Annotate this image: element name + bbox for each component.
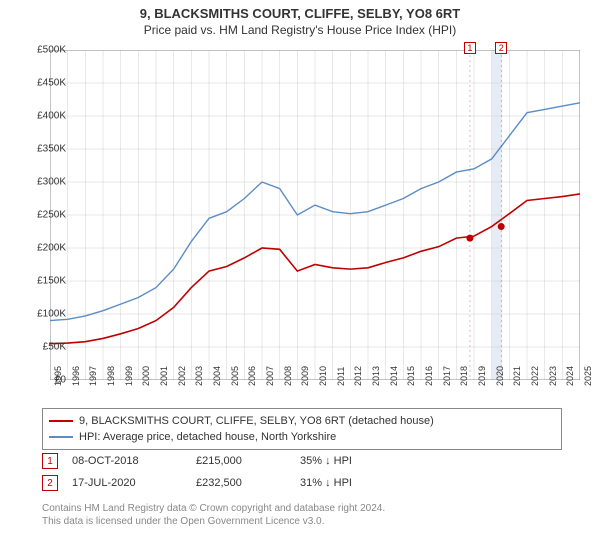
- xtick-label: 2024: [565, 366, 575, 386]
- xtick-label: 2009: [300, 366, 310, 386]
- chart-area: [50, 50, 580, 380]
- xtick-label: 2010: [318, 366, 328, 386]
- sale-rows: 1 08-OCT-2018 £215,000 35% ↓ HPI 2 17-JU…: [42, 450, 562, 494]
- xtick-label: 1997: [88, 366, 98, 386]
- chart-marker-2: 2: [495, 42, 507, 54]
- sale-date: 08-OCT-2018: [72, 455, 182, 467]
- sale-row-2: 2 17-JUL-2020 £232,500 31% ↓ HPI: [42, 472, 562, 494]
- xtick-label: 2016: [424, 366, 434, 386]
- xtick-label: 1995: [53, 366, 63, 386]
- sale-price: £215,000: [196, 455, 286, 467]
- xtick-label: 2001: [159, 366, 169, 386]
- xtick-label: 2023: [548, 366, 558, 386]
- sale-price: £232,500: [196, 477, 286, 489]
- xtick-label: 2014: [389, 366, 399, 386]
- xtick-label: 1996: [71, 366, 81, 386]
- sale-row-1: 1 08-OCT-2018 £215,000 35% ↓ HPI: [42, 450, 562, 472]
- xtick-label: 1999: [124, 366, 134, 386]
- xtick-label: 2019: [477, 366, 487, 386]
- legend-label: 9, BLACKSMITHS COURT, CLIFFE, SELBY, YO8…: [79, 415, 434, 427]
- ytick-label: £450K: [37, 78, 66, 89]
- xtick-label: 2008: [283, 366, 293, 386]
- ytick-label: £400K: [37, 111, 66, 122]
- title-block: 9, BLACKSMITHS COURT, CLIFFE, SELBY, YO8…: [0, 0, 600, 37]
- xtick-label: 2006: [247, 366, 257, 386]
- chart-container: 9, BLACKSMITHS COURT, CLIFFE, SELBY, YO8…: [0, 0, 600, 560]
- xtick-label: 2007: [265, 366, 275, 386]
- xtick-label: 2003: [194, 366, 204, 386]
- sale-date: 17-JUL-2020: [72, 477, 182, 489]
- ytick-label: £100K: [37, 309, 66, 320]
- xtick-label: 2000: [141, 366, 151, 386]
- ytick-label: £250K: [37, 210, 66, 221]
- legend-swatch: [49, 420, 73, 422]
- legend-label: HPI: Average price, detached house, Nort…: [79, 431, 336, 443]
- ytick-label: £50K: [43, 342, 66, 353]
- ytick-label: £150K: [37, 276, 66, 287]
- chart-marker-1: 1: [464, 42, 476, 54]
- xtick-label: 2005: [230, 366, 240, 386]
- footer-line2: This data is licensed under the Open Gov…: [42, 515, 562, 528]
- xtick-label: 2025: [583, 366, 593, 386]
- footer: Contains HM Land Registry data © Crown c…: [42, 502, 562, 528]
- sale-badge-1: 1: [42, 453, 58, 469]
- legend-box: 9, BLACKSMITHS COURT, CLIFFE, SELBY, YO8…: [42, 408, 562, 450]
- xtick-label: 2018: [459, 366, 469, 386]
- xtick-label: 2015: [406, 366, 416, 386]
- sale-diff: 31% ↓ HPI: [300, 477, 410, 489]
- xtick-label: 2012: [353, 366, 363, 386]
- legend-row-hpi: HPI: Average price, detached house, Nort…: [49, 429, 555, 445]
- xtick-label: 2022: [530, 366, 540, 386]
- title-main: 9, BLACKSMITHS COURT, CLIFFE, SELBY, YO8…: [0, 6, 600, 21]
- sale-badge-2: 2: [42, 475, 58, 491]
- title-sub: Price paid vs. HM Land Registry's House …: [0, 23, 600, 37]
- legend-row-price-paid: 9, BLACKSMITHS COURT, CLIFFE, SELBY, YO8…: [49, 413, 555, 429]
- ytick-label: £300K: [37, 177, 66, 188]
- chart-svg: [50, 50, 580, 380]
- ytick-label: £500K: [37, 45, 66, 56]
- xtick-label: 2013: [371, 366, 381, 386]
- xtick-label: 2020: [495, 366, 505, 386]
- ytick-label: £350K: [37, 144, 66, 155]
- xtick-label: 2002: [177, 366, 187, 386]
- legend-swatch: [49, 436, 73, 438]
- ytick-label: £200K: [37, 243, 66, 254]
- xtick-label: 1998: [106, 366, 116, 386]
- xtick-label: 2011: [336, 367, 346, 386]
- footer-line1: Contains HM Land Registry data © Crown c…: [42, 502, 562, 515]
- xtick-label: 2017: [442, 366, 452, 386]
- xtick-label: 2004: [212, 366, 222, 386]
- sale-diff: 35% ↓ HPI: [300, 455, 410, 467]
- xtick-label: 2021: [512, 366, 522, 386]
